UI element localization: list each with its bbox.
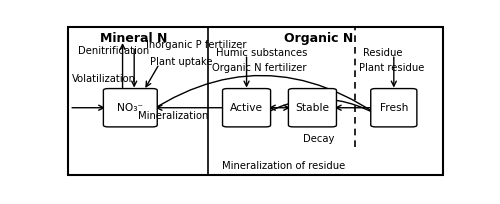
Text: Organic N: Organic N xyxy=(284,32,353,45)
Text: Denitrification: Denitrification xyxy=(78,46,149,56)
FancyBboxPatch shape xyxy=(288,89,337,127)
Text: Residue: Residue xyxy=(363,48,403,58)
Text: Plant uptake: Plant uptake xyxy=(150,57,212,67)
Text: Inorganic P fertilizer: Inorganic P fertilizer xyxy=(146,40,246,50)
Text: Mineralization: Mineralization xyxy=(138,111,208,121)
Text: Mineral N: Mineral N xyxy=(100,32,168,45)
Text: Humic substances: Humic substances xyxy=(216,48,307,58)
Text: Stable: Stable xyxy=(296,103,330,113)
Text: Decay: Decay xyxy=(302,134,334,144)
Text: Active: Active xyxy=(230,103,263,113)
Text: Mineralization of residue: Mineralization of residue xyxy=(222,161,345,171)
Text: NO₃⁻: NO₃⁻ xyxy=(117,103,143,113)
FancyBboxPatch shape xyxy=(104,89,157,127)
Text: Organic N fertilizer: Organic N fertilizer xyxy=(212,63,306,73)
Text: Volatilization: Volatilization xyxy=(72,74,136,84)
Text: Fresh: Fresh xyxy=(380,103,408,113)
FancyBboxPatch shape xyxy=(222,89,270,127)
FancyBboxPatch shape xyxy=(371,89,417,127)
Text: Plant residue: Plant residue xyxy=(359,63,424,73)
